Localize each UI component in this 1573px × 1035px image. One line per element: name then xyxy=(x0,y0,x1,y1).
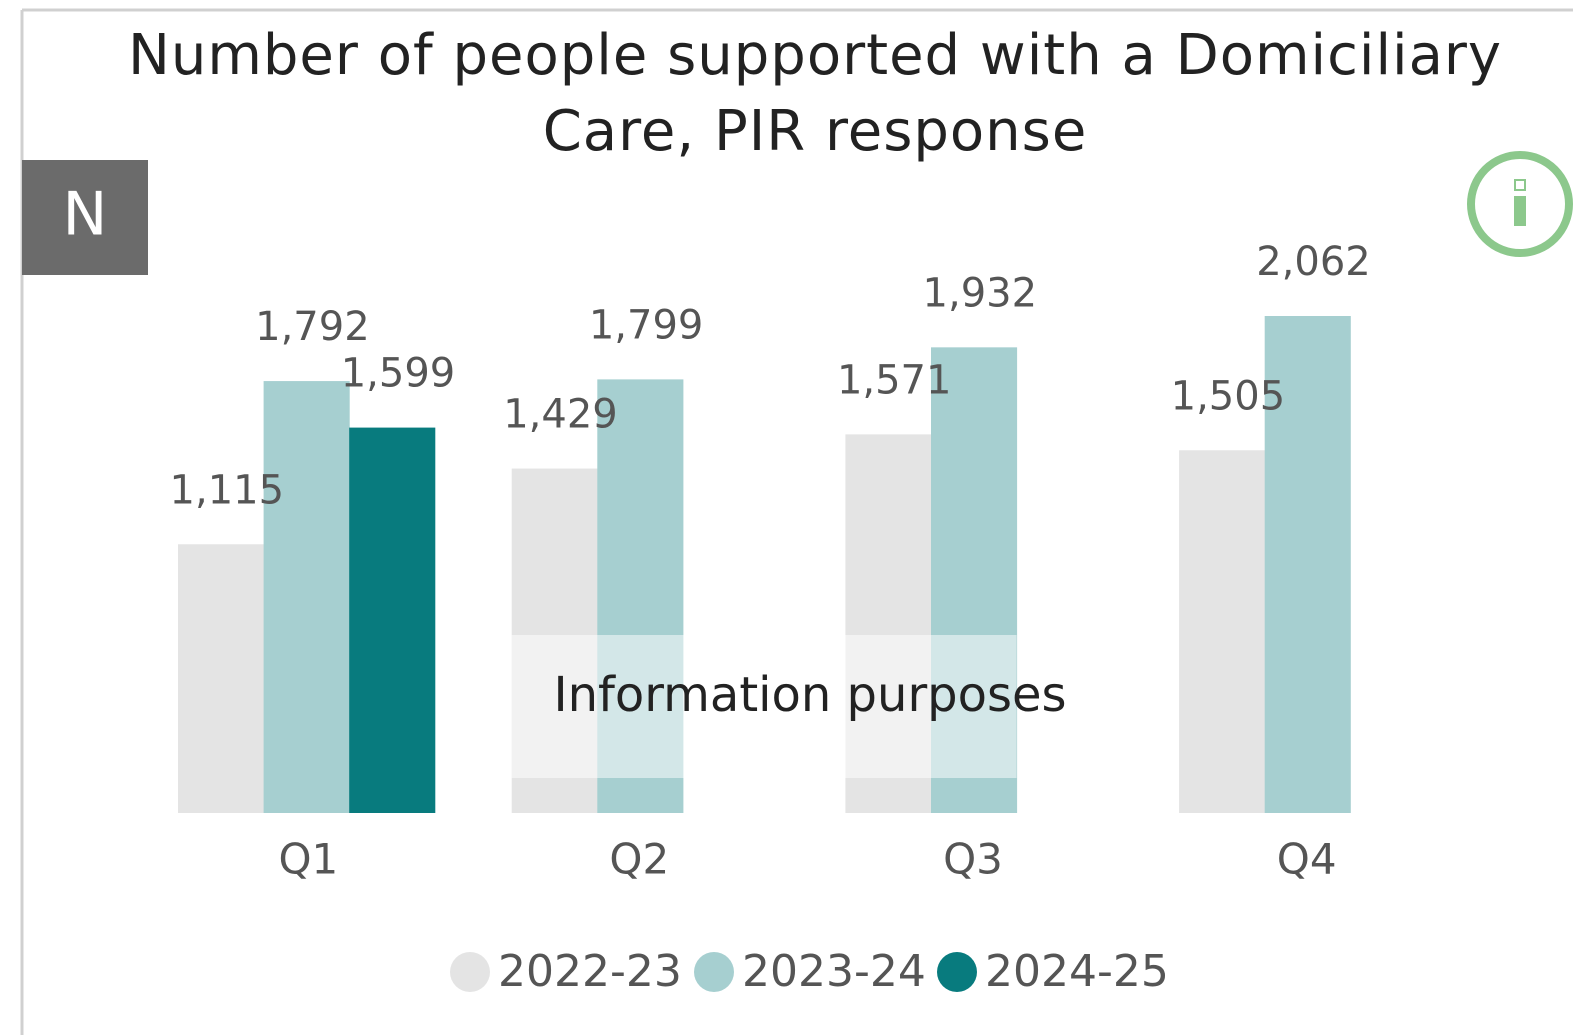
data-label: 1,932 xyxy=(923,270,1038,316)
info-circle[interactable] xyxy=(1467,151,1573,257)
legend-label: 2023-24 xyxy=(742,946,926,997)
x-tick-label: Q4 xyxy=(1277,835,1337,884)
info-dot[interactable] xyxy=(1514,179,1526,191)
bar xyxy=(1179,450,1266,813)
x-tick-label: Q3 xyxy=(943,835,1003,884)
bar xyxy=(1264,316,1351,813)
badge xyxy=(22,160,148,275)
badge-text: N xyxy=(63,180,108,250)
bar xyxy=(349,427,436,813)
x-tick-label: Q1 xyxy=(279,835,339,884)
legend-swatch xyxy=(937,952,977,992)
legend-swatch xyxy=(450,952,490,992)
chart-title: Number of people supported with a Domici… xyxy=(127,23,1503,164)
data-label: 1,799 xyxy=(589,302,704,348)
data-label: 1,115 xyxy=(170,467,285,513)
data-label: 1,599 xyxy=(341,351,456,397)
watermark: Information purposes xyxy=(553,667,1066,723)
data-label: 1,571 xyxy=(837,357,952,403)
info-stem[interactable] xyxy=(1514,196,1526,226)
data-label: 1,792 xyxy=(255,304,370,350)
data-label: 1,505 xyxy=(1171,373,1286,419)
data-label: 1,429 xyxy=(503,392,618,438)
legend-label: 2024-25 xyxy=(985,946,1169,997)
legend-label: 2022-23 xyxy=(498,946,682,997)
bar xyxy=(178,544,265,813)
bar xyxy=(263,381,350,813)
legend-swatch xyxy=(694,952,734,992)
watermark-band xyxy=(511,635,1017,778)
info-icon[interactable] xyxy=(1467,151,1573,257)
data-label: 2,062 xyxy=(1256,239,1371,285)
x-tick-label: Q2 xyxy=(609,835,669,884)
